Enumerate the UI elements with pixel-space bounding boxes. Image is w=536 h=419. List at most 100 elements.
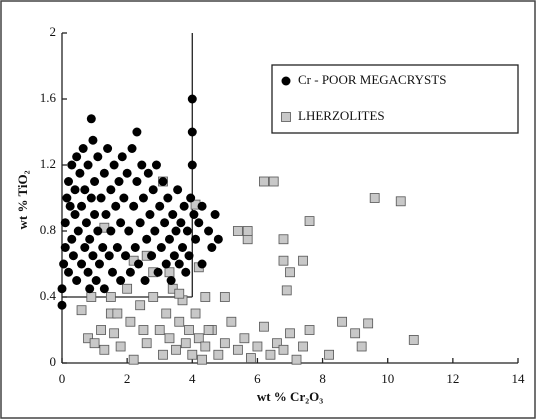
point <box>197 201 207 211</box>
point <box>86 193 96 203</box>
point <box>200 292 211 302</box>
x-tick-label: 2 <box>124 371 131 386</box>
point <box>109 160 119 170</box>
point <box>78 144 88 153</box>
point <box>88 135 98 145</box>
point <box>140 276 150 285</box>
point <box>252 341 263 352</box>
point <box>369 193 380 203</box>
legend-marker <box>281 76 291 86</box>
point <box>285 328 295 339</box>
point <box>187 94 197 104</box>
point <box>132 177 142 186</box>
point <box>156 243 166 252</box>
point <box>219 292 230 302</box>
point <box>153 267 163 277</box>
point <box>164 333 175 344</box>
point <box>62 193 72 203</box>
point <box>259 321 269 332</box>
point <box>96 325 106 335</box>
point <box>176 218 186 228</box>
point <box>281 285 292 296</box>
point <box>363 318 374 329</box>
y-axis-label: wt % TiO₂ <box>15 170 30 229</box>
x-tick-label: 6 <box>254 371 261 386</box>
point <box>122 283 133 294</box>
point <box>232 344 243 355</box>
point <box>57 300 67 310</box>
point <box>187 127 197 137</box>
point <box>89 338 100 349</box>
y-tick-label: 0.8 <box>40 222 56 237</box>
point <box>128 354 139 365</box>
point <box>109 328 120 339</box>
point <box>104 251 114 261</box>
point <box>57 284 67 294</box>
point <box>86 114 96 124</box>
point <box>356 341 367 352</box>
point <box>103 144 113 153</box>
point <box>88 251 98 261</box>
point <box>76 305 87 316</box>
point <box>142 234 152 244</box>
point <box>134 259 144 269</box>
y-tick-label: 0.4 <box>40 288 57 303</box>
point <box>350 328 361 339</box>
point <box>143 168 153 178</box>
point <box>171 226 181 236</box>
point <box>116 276 126 285</box>
point <box>163 193 173 203</box>
point <box>75 168 85 178</box>
point <box>337 316 348 327</box>
point <box>181 267 191 277</box>
point <box>203 325 214 335</box>
point <box>278 344 289 355</box>
point <box>67 234 77 244</box>
point <box>166 276 176 285</box>
point <box>154 325 165 335</box>
point <box>304 325 315 335</box>
point <box>145 210 155 219</box>
point <box>130 243 140 252</box>
x-tick-label: 12 <box>446 371 459 386</box>
legend-label: Cr - POOR MEGACRYSTS <box>298 72 446 87</box>
point <box>268 176 279 187</box>
point <box>90 177 100 186</box>
point <box>148 292 159 302</box>
point <box>171 344 181 355</box>
point <box>106 226 116 236</box>
point <box>164 234 174 244</box>
point <box>137 160 147 170</box>
point <box>184 251 194 261</box>
point <box>72 152 82 162</box>
x-tick-label: 8 <box>319 371 326 386</box>
point <box>298 255 308 266</box>
point <box>242 234 253 245</box>
point <box>107 267 117 277</box>
point <box>83 333 93 344</box>
point <box>106 185 116 195</box>
point <box>101 210 111 219</box>
point <box>190 308 201 319</box>
point <box>191 234 201 244</box>
point <box>116 218 126 228</box>
point <box>173 185 183 195</box>
point <box>117 152 127 162</box>
point <box>161 259 171 269</box>
point <box>285 267 295 278</box>
point <box>99 344 110 355</box>
point <box>85 284 95 294</box>
point <box>187 349 198 360</box>
point <box>213 349 224 360</box>
y-tick-label: 1.2 <box>40 156 56 171</box>
point <box>304 216 315 227</box>
point <box>226 316 237 327</box>
point <box>174 259 184 269</box>
point <box>141 338 152 349</box>
point <box>155 201 165 211</box>
point <box>99 284 109 294</box>
point <box>77 201 87 211</box>
point <box>187 160 197 170</box>
point <box>115 341 126 352</box>
